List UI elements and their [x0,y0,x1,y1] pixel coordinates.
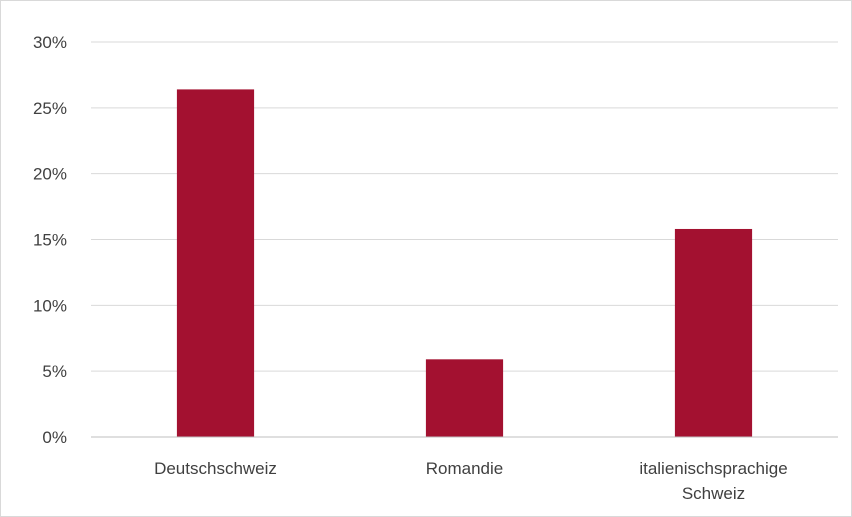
y-tick-label: 20% [33,165,67,184]
x-category-label: Deutschschweiz [154,459,277,478]
bar [674,228,753,437]
y-tick-label: 5% [42,362,67,381]
bar [425,359,504,437]
x-category-label: Schweiz [682,484,745,503]
x-category-label: italienischsprachige [639,459,787,478]
y-tick-label: 15% [33,231,67,250]
y-axis-tick-labels: 0% 5% 10% 15% 20% 25% 30% [33,33,67,447]
x-axis-category-labels: Deutschschweiz Romandie italienischsprachi… [154,459,788,503]
y-tick-label: 30% [33,33,67,52]
y-tick-label: 25% [33,99,67,118]
bar [176,89,255,438]
y-tick-label: 0% [42,428,67,447]
bars [176,89,753,438]
x-category-label: Romandie [426,459,504,478]
y-tick-label: 10% [33,296,67,315]
